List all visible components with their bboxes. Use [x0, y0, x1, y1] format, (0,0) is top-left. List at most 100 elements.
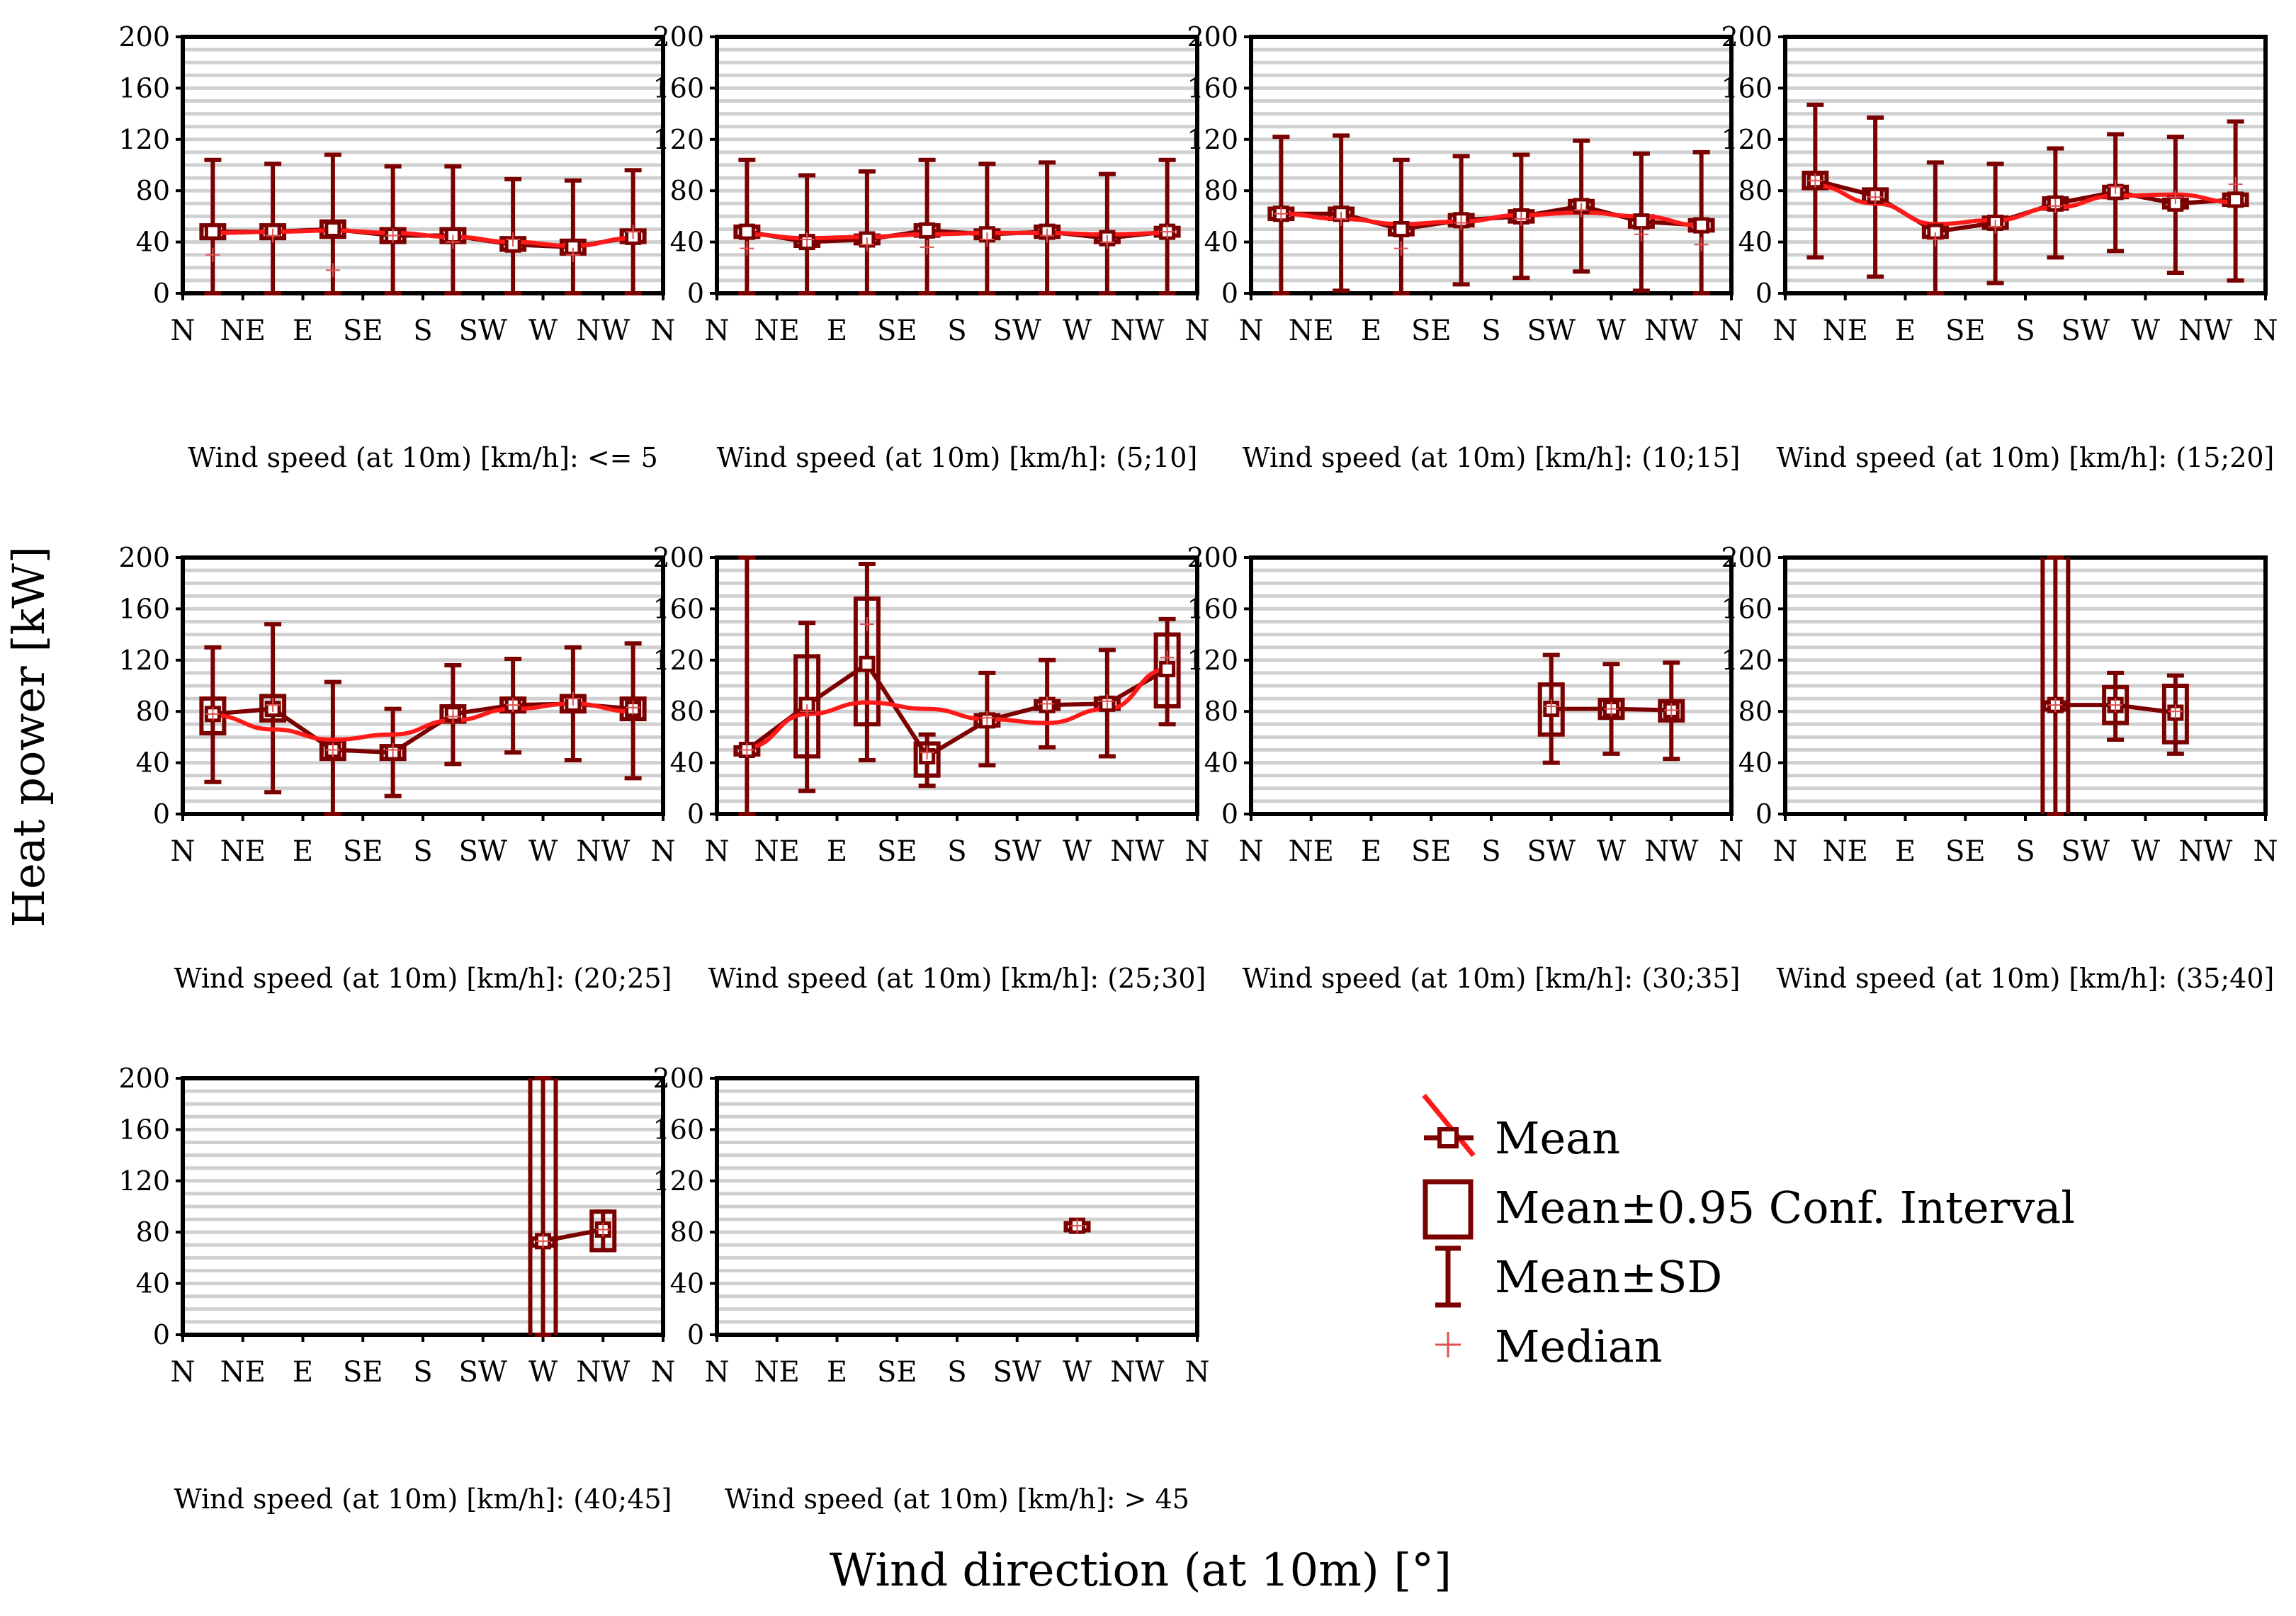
- y-tick-label: 80: [1204, 696, 1238, 727]
- x-tick-label: N: [705, 315, 730, 347]
- x-tick-label: W: [1597, 835, 1626, 868]
- x-tick-label: N: [651, 835, 676, 868]
- panel-7: 0 40 80 120 160 200 N NE E SE S SW W NW N Wind speed (a…: [1187, 542, 1743, 994]
- y-tick-label: 40: [670, 227, 704, 258]
- x-tick-label: N: [705, 1356, 730, 1389]
- x-tick-label: E: [827, 315, 847, 347]
- y-tick-label: 200: [652, 1063, 704, 1094]
- panel-frame: [181, 35, 665, 295]
- x-tick-label: SE: [877, 315, 917, 347]
- y-tick-label: 160: [118, 72, 170, 103]
- panel-label: Wind speed (at 10m) [km/h]: (35;40]: [1777, 963, 2275, 994]
- panel-label: Wind speed (at 10m) [km/h]: (30;35]: [1243, 963, 1741, 994]
- panel-frame: [1249, 555, 1734, 816]
- fit-curve: [1281, 210, 1702, 228]
- mean-line: [745, 661, 1169, 759]
- x-tick-label: NE: [754, 1356, 800, 1389]
- mean-marker: [2227, 191, 2244, 208]
- y-tick-label: 160: [652, 72, 704, 103]
- x-tick-label: W: [1063, 1356, 1092, 1389]
- panel-frame: [181, 555, 665, 816]
- panel-frame: [1783, 555, 2268, 816]
- y-tick-label: 40: [1204, 227, 1238, 258]
- x-tick-label: NW: [1644, 835, 1698, 868]
- ci-box: [853, 596, 881, 727]
- x-tick-label: NE: [754, 835, 800, 868]
- x-tick-label: SE: [1411, 835, 1452, 868]
- x-tick-label: N: [1719, 315, 1744, 347]
- y-tick-label: 0: [687, 278, 704, 309]
- x-tick-label: NE: [220, 1356, 266, 1389]
- y-tick-label: 160: [118, 593, 170, 624]
- mean-marker: [1633, 213, 1650, 230]
- x-tick-label: SE: [343, 1356, 383, 1389]
- panel-2: 0 40 80 120 160 200 N NE E SE S SW W NW N Wind speed (a…: [652, 21, 1209, 473]
- ci-box: [793, 654, 821, 759]
- x-tick-label: NW: [576, 1356, 630, 1389]
- x-tick-label: SW: [1527, 835, 1576, 868]
- fit-curve: [213, 228, 633, 249]
- x-tick-label: SW: [993, 835, 1041, 868]
- x-tick-label: N: [2253, 835, 2278, 868]
- y-tick-label: 160: [1187, 593, 1238, 624]
- y-tick-label: 200: [118, 21, 170, 52]
- y-tick-label: 40: [1738, 747, 1772, 779]
- y-tick-label: 0: [1221, 798, 1238, 830]
- x-tick-label: E: [827, 835, 847, 868]
- y-tick-label: 80: [136, 175, 170, 206]
- y-tick-label: 0: [687, 798, 704, 830]
- x-tick-label: W: [528, 835, 558, 868]
- panel-frame: [1783, 35, 2268, 295]
- panel-1: 0 40 80 120 160 200 N NE E SE S SW W NW N Wind speed (a…: [118, 21, 675, 473]
- y-tick-label: 40: [1738, 227, 1772, 258]
- y-tick-label: 40: [1204, 747, 1238, 779]
- x-tick-label: N: [1239, 315, 1264, 347]
- x-tick-label: N: [1719, 835, 1744, 868]
- x-tick-label: SW: [2061, 315, 2110, 347]
- panel-label: Wind speed (at 10m) [km/h]: <= 5: [188, 442, 658, 473]
- mean-marker: [738, 223, 755, 240]
- x-tick-label: N: [651, 315, 676, 347]
- y-tick-label: 200: [1721, 21, 1772, 52]
- y-tick-label: 200: [118, 542, 170, 573]
- x-tick-label: W: [2131, 315, 2160, 347]
- x-tick-label: W: [2131, 835, 2160, 868]
- y-tick-label: 200: [118, 1063, 170, 1094]
- x-tick-label: NE: [1823, 835, 1868, 868]
- x-tick-label: N: [171, 835, 196, 868]
- x-tick-label: S: [413, 835, 432, 868]
- x-tick-label: SE: [877, 835, 917, 868]
- panel-label: Wind speed (at 10m) [km/h]: > 45: [725, 1484, 1189, 1515]
- x-tick-label: NW: [1644, 315, 1698, 347]
- y-tick-label: 80: [1738, 175, 1772, 206]
- y-tick-label: 0: [1221, 278, 1238, 309]
- y-tick-label: 120: [118, 645, 170, 676]
- y-tick-label: 160: [1187, 72, 1238, 103]
- panel-label: Wind speed (at 10m) [km/h]: (20;25]: [174, 963, 672, 994]
- y-tick-label: 80: [1738, 696, 1772, 727]
- fit-curve: [747, 230, 1167, 241]
- x-tick-label: S: [1481, 315, 1500, 347]
- fit-curve: [213, 701, 633, 742]
- x-tick-label: E: [1895, 835, 1916, 868]
- legend-entry-label: Mean±0.95 Conf. Interval: [1495, 1182, 2075, 1233]
- x-tick-label: W: [1063, 315, 1092, 347]
- y-tick-label: 200: [1187, 21, 1238, 52]
- x-tick-label: S: [413, 315, 432, 347]
- y-tick-label: 120: [1721, 124, 1772, 155]
- legend-entry-label: Mean±SD: [1495, 1251, 1722, 1303]
- x-tick-label: SE: [1411, 315, 1452, 347]
- y-tick-label: 40: [136, 227, 170, 258]
- x-tick-label: N: [651, 1356, 676, 1389]
- y-tick-label: 200: [652, 21, 704, 52]
- mean-marker: [204, 223, 221, 240]
- x-tick-label: SW: [993, 1356, 1041, 1389]
- x-tick-label: NE: [754, 315, 800, 347]
- panel-label: Wind speed (at 10m) [km/h]: (15;20]: [1777, 442, 2275, 473]
- x-tick-label: S: [947, 1356, 966, 1389]
- x-tick-label: W: [528, 1356, 558, 1389]
- x-tick-label: NW: [2178, 835, 2232, 868]
- y-tick-label: 80: [136, 1216, 170, 1248]
- panel-label: Wind speed (at 10m) [km/h]: (25;30]: [708, 963, 1206, 994]
